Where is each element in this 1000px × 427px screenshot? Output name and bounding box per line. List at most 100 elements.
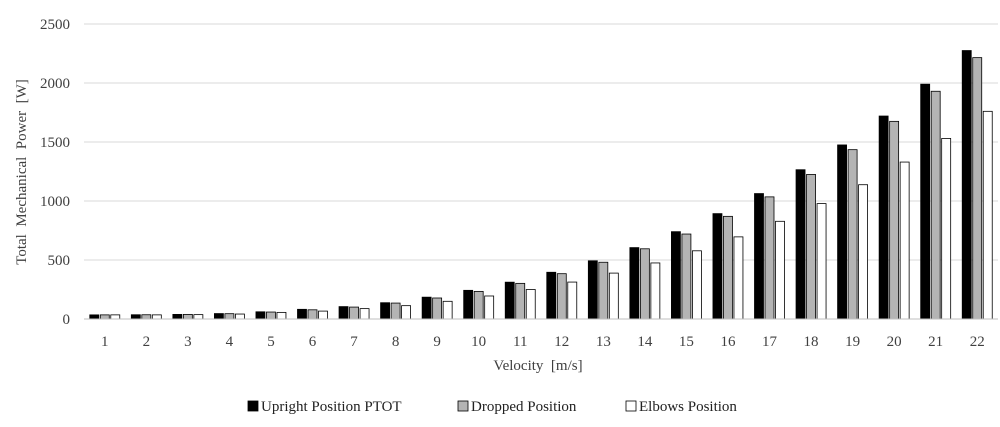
bar-dropped-position-1 [99, 314, 110, 320]
bar-elbows-position-8 [401, 305, 411, 320]
bar-elbows-position-13 [608, 272, 619, 320]
bar-elbows-position-7 [359, 308, 370, 320]
x-tick-label: 9 [433, 334, 441, 350]
x-tick-label: 19 [845, 334, 860, 350]
bar-elbows-position-1 [110, 314, 121, 320]
bar-elbows-position-22 [982, 110, 993, 320]
x-tick-label: 7 [350, 334, 358, 350]
bar-upright-position-ptot-2 [130, 314, 141, 320]
legend-label: Elbows Position [639, 399, 737, 415]
x-tick-label: 20 [887, 334, 902, 350]
bar-elbows-position-9 [442, 300, 453, 320]
bar-upright-position-ptot-14 [629, 247, 640, 320]
bar-dropped-position-17 [764, 196, 775, 320]
x-tick-label: 15 [679, 334, 694, 350]
bar-dropped-position-13 [598, 261, 609, 320]
bar-dropped-position-4 [224, 313, 235, 320]
x-tick-label: 18 [804, 334, 819, 350]
bar-elbows-position-10 [484, 295, 495, 320]
bar-upright-position-ptot-22 [961, 50, 972, 320]
bar-elbows-position-4 [235, 313, 245, 320]
x-tick-label: 1 [101, 334, 109, 350]
bar-elbows-position-12 [567, 281, 578, 320]
bar-upright-position-ptot-15 [671, 231, 681, 320]
bar-dropped-position-11 [515, 282, 526, 320]
bar-elbows-position-6 [318, 310, 328, 320]
x-tick-label: 6 [309, 334, 317, 350]
bar-upright-position-ptot-16 [712, 213, 723, 320]
y-tick-label: 0 [63, 312, 71, 328]
bar-dropped-position-18 [806, 174, 816, 320]
bar-dropped-position-15 [681, 233, 692, 320]
bar-elbows-position-2 [151, 314, 162, 320]
bar-elbows-position-21 [941, 138, 952, 320]
bar-elbows-position-16 [733, 236, 744, 320]
bar-dropped-position-16 [723, 215, 733, 320]
bar-upright-position-ptot-1 [89, 314, 100, 320]
x-tick-label: 13 [596, 334, 611, 350]
bar-dropped-position-2 [141, 314, 152, 320]
bar-dropped-position-5 [266, 311, 276, 320]
x-tick-label: 17 [762, 334, 778, 350]
bar-upright-position-ptot-7 [338, 306, 349, 320]
bar-elbows-position-17 [775, 220, 785, 320]
bar-dropped-position-10 [473, 290, 484, 320]
x-axis-ticks: 1 2 3 4 5 6 7 8 9 10 11 12 13 14 15 16 17 18 19 20 21 22 [101, 334, 985, 350]
x-tick-label: 5 [267, 334, 275, 350]
bar-elbows-position-20 [899, 161, 910, 320]
x-tick-label: 4 [226, 334, 234, 350]
bar-dropped-position-12 [556, 273, 567, 320]
bar-dropped-position-6 [307, 309, 318, 320]
bar-upright-position-ptot-19 [837, 144, 847, 320]
x-tick-label: 10 [471, 334, 486, 350]
x-axis-title: Velocity [m/s] [493, 358, 582, 374]
bar-elbows-position-11 [525, 289, 536, 320]
bars [89, 50, 993, 320]
y-tick-label: 2000 [40, 76, 70, 92]
bar-dropped-position-8 [390, 302, 401, 320]
bar-upright-position-ptot-21 [920, 83, 931, 320]
x-tick-label: 22 [970, 334, 985, 350]
x-tick-label: 8 [392, 334, 400, 350]
bar-dropped-position-21 [930, 90, 941, 320]
bar-upright-position-ptot-6 [297, 308, 307, 320]
bar-upright-position-ptot-12 [546, 271, 557, 320]
y-tick-label: 2500 [40, 17, 70, 33]
x-tick-label: 12 [554, 334, 569, 350]
bar-elbows-position-19 [858, 184, 868, 320]
bar-elbows-position-15 [692, 250, 702, 320]
bar-upright-position-ptot-4 [214, 313, 224, 320]
bar-dropped-position-7 [349, 306, 359, 320]
y-tick-label: 1000 [40, 194, 70, 210]
y-tick-label: 1500 [40, 135, 70, 151]
bar-upright-position-ptot-13 [587, 260, 598, 320]
bar-upright-position-ptot-5 [255, 311, 266, 320]
bar-dropped-position-20 [889, 120, 900, 320]
y-axis-ticks: 0 500 1000 1500 2000 2500 [40, 17, 70, 328]
legend: Upright Position PTOT Dropped Position Elb… [247, 399, 737, 415]
bar-upright-position-ptot-17 [754, 193, 764, 320]
bar-dropped-position-19 [847, 149, 858, 320]
bar-dropped-position-9 [432, 297, 443, 320]
legend-label: Dropped Position [471, 399, 577, 415]
x-tick-label: 16 [720, 334, 736, 350]
x-tick-label: 2 [143, 334, 151, 350]
x-tick-label: 11 [513, 334, 527, 350]
bar-upright-position-ptot-18 [795, 169, 806, 320]
bar-dropped-position-22 [972, 57, 983, 320]
bar-elbows-position-18 [816, 203, 827, 320]
bar-dropped-position-3 [182, 313, 193, 320]
x-tick-label: 3 [184, 334, 192, 350]
bar-upright-position-ptot-11 [504, 281, 515, 320]
legend-label: Upright Position PTOT [261, 399, 402, 415]
bar-upright-position-ptot-20 [878, 115, 889, 320]
bar-upright-position-ptot-8 [380, 302, 390, 320]
x-tick-label: 14 [637, 334, 653, 350]
bar-upright-position-ptot-9 [421, 296, 432, 320]
legend-swatch [457, 400, 469, 412]
y-axis-title: Total Mechanical Power [W] [14, 79, 30, 265]
bar-dropped-position-14 [639, 248, 650, 320]
bar-elbows-position-5 [276, 311, 287, 320]
legend-swatch [247, 400, 259, 412]
